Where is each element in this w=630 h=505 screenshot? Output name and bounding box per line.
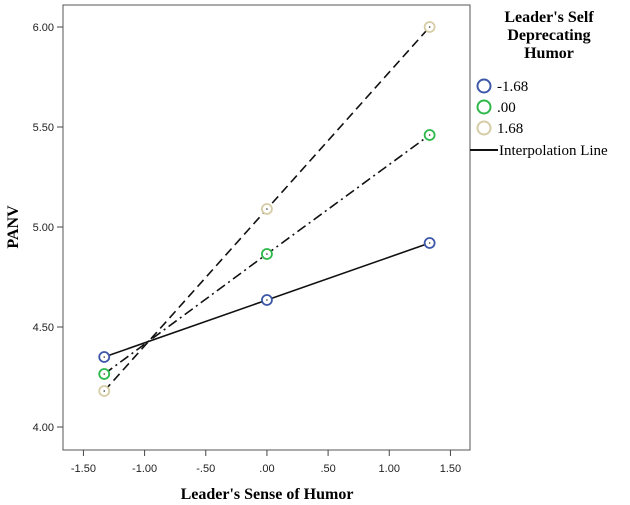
legend-marker <box>476 99 492 115</box>
legend-label: .00 <box>497 100 516 116</box>
x-tick-label: -.50 <box>196 463 215 475</box>
plot-area: -1.50 -1.00 -.50 .00 .50 1.00 1.50 4.00 4.50 5.00… <box>33 4 471 475</box>
y-tick-label: 6.00 <box>33 22 54 34</box>
legend-label: -1.68 <box>497 79 528 95</box>
x-tick-label: 1.00 <box>379 463 400 475</box>
x-tick-label: .00 <box>259 463 274 475</box>
legend-interpolation-label: Interpolation Line <box>499 143 608 159</box>
data-point-center <box>103 356 106 358</box>
y-tick-label: 5.50 <box>33 122 54 134</box>
legend-marker <box>476 120 492 136</box>
legend-marker <box>476 78 492 94</box>
data-point-center <box>428 134 431 136</box>
data-point-center <box>103 373 106 375</box>
legend-label: 1.68 <box>497 121 523 137</box>
data-point-center <box>103 390 106 392</box>
plot-frame <box>62 4 471 451</box>
y-tick-label: 5.00 <box>33 222 54 234</box>
legend-title: Leader's Self <box>504 9 594 26</box>
x-tick-label: -1.00 <box>132 463 157 475</box>
legend-title: Humor <box>524 45 574 62</box>
data-point-center <box>266 299 268 301</box>
data-point-center <box>266 253 268 255</box>
legend-title: Deprecating <box>507 27 590 44</box>
data-point-center <box>428 26 431 28</box>
data-point-center <box>428 242 431 244</box>
y-tick-label: 4.50 <box>33 322 54 334</box>
y-axis-label: PANV <box>5 205 22 249</box>
x-tick-label: .50 <box>320 463 335 475</box>
data-point-center <box>266 208 268 210</box>
y-tick-label: 4.00 <box>33 422 54 434</box>
x-tick-label: -1.50 <box>71 463 96 475</box>
x-tick-label: 1.50 <box>440 463 461 475</box>
x-axis-label: Leader's Sense of Humor <box>181 486 354 503</box>
